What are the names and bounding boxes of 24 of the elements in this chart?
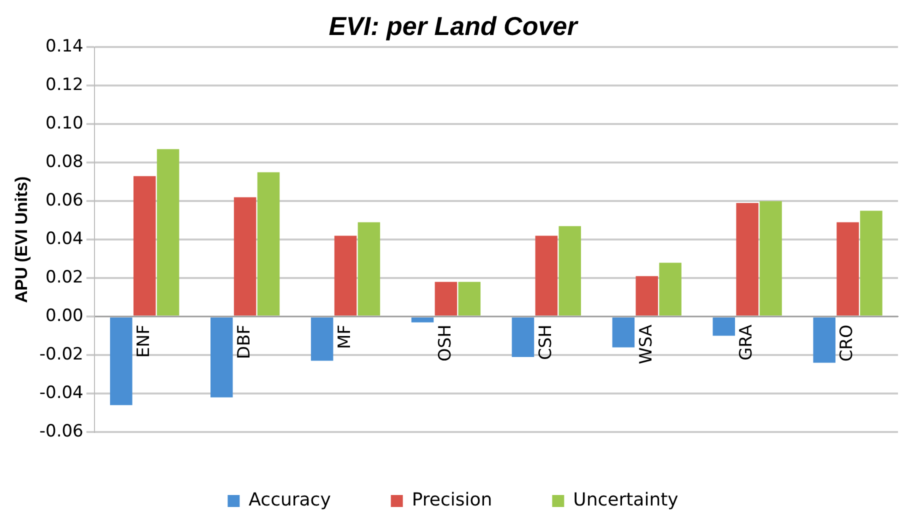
legend-label: Precision (412, 490, 492, 511)
x-tick-label: OSH (435, 324, 456, 362)
x-tick-label: GRA (736, 324, 757, 360)
x-tick-label: CSH (536, 324, 556, 360)
x-tick-label: DBF (234, 324, 254, 360)
x-tick-label: WSA (636, 324, 656, 364)
x-tick-label: MF (334, 324, 355, 350)
y-axis-title: APU (EVI Units) (12, 176, 31, 303)
y-tick-label: -0.02 (39, 344, 84, 364)
y-tick-label: 0.02 (46, 268, 84, 288)
y-tick-label: 0.00 (46, 306, 84, 326)
y-tick-label: 0.10 (46, 114, 84, 134)
legend-label: Accuracy (248, 490, 332, 511)
y-tick-label: -0.06 (39, 421, 84, 442)
chart-title: EVI: per Land Cover (328, 10, 580, 41)
x-tick-label: ENF (134, 324, 154, 358)
y-tick-label: 0.04 (46, 229, 84, 250)
y-tick-label: 0.06 (46, 190, 84, 211)
x-tick-label: CRO (837, 324, 858, 362)
legend-label: Uncertainty (573, 490, 679, 511)
y-tick-label: -0.04 (39, 382, 84, 403)
y-tick-label: 0.12 (46, 75, 84, 96)
y-tick-label: 0.14 (46, 36, 84, 57)
y-tick-label: 0.08 (46, 152, 84, 172)
